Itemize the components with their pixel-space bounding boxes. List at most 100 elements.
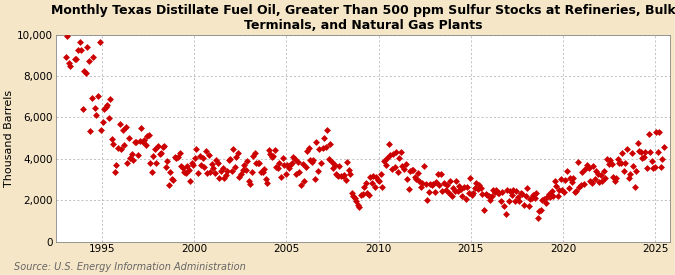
Point (441, 183, 452, 188)
Point (65, 64, 76, 68)
Point (468, 191, 479, 196)
Point (562, 168, 572, 173)
Point (205, 170, 216, 174)
Point (529, 196, 540, 200)
Point (292, 160, 303, 164)
Point (240, 167, 251, 172)
Point (546, 189, 557, 194)
Point (617, 150, 628, 155)
Point (130, 140, 140, 145)
Point (268, 154, 279, 158)
Point (606, 162, 617, 166)
Point (371, 175, 382, 179)
Point (369, 185, 380, 189)
Point (505, 189, 516, 193)
Point (94, 40, 105, 44)
Point (125, 155, 136, 160)
Point (472, 187, 483, 191)
Point (417, 181, 428, 185)
Point (517, 192, 528, 196)
Point (552, 194, 563, 198)
Point (572, 160, 583, 164)
Point (463, 191, 474, 195)
Point (269, 147, 280, 152)
Point (192, 170, 203, 175)
Point (317, 146, 328, 150)
Point (239, 163, 250, 167)
Point (305, 158, 316, 163)
Point (316, 161, 327, 166)
Point (412, 171, 423, 176)
Point (70, 57, 80, 62)
Point (649, 165, 660, 169)
Point (288, 155, 299, 160)
Point (494, 191, 505, 196)
Point (471, 180, 482, 185)
Point (300, 165, 311, 169)
Point (265, 152, 275, 156)
Point (188, 163, 198, 167)
Point (603, 162, 614, 166)
Point (434, 183, 445, 187)
Point (213, 161, 223, 165)
Point (568, 175, 578, 180)
Point (423, 190, 434, 194)
Point (589, 177, 600, 181)
Point (397, 164, 408, 168)
Point (352, 203, 363, 208)
Point (451, 179, 462, 183)
Point (66, 0, 77, 1)
Point (257, 169, 268, 174)
Point (379, 159, 389, 163)
Point (346, 191, 357, 196)
Point (483, 194, 494, 198)
Point (311, 140, 322, 144)
Point (410, 175, 421, 180)
Point (540, 201, 551, 205)
Point (392, 170, 403, 175)
Point (209, 171, 220, 175)
Point (651, 130, 661, 134)
Point (132, 153, 143, 157)
Title: Monthly Texas Distillate Fuel Oil, Greater Than 500 ppm Sulfur Stocks at Refiner: Monthly Texas Distillate Fuel Oil, Great… (51, 4, 675, 32)
Point (556, 177, 566, 181)
Point (351, 199, 362, 203)
Point (114, 122, 125, 127)
Point (643, 132, 654, 136)
Point (411, 177, 422, 182)
Point (416, 185, 427, 189)
Point (462, 185, 472, 189)
Point (460, 196, 471, 201)
Point (198, 164, 209, 169)
Point (149, 147, 160, 151)
Point (256, 169, 267, 174)
Point (231, 155, 242, 159)
Point (298, 179, 309, 183)
Point (391, 150, 402, 154)
Point (591, 168, 601, 173)
Point (569, 189, 580, 194)
Point (111, 163, 122, 167)
Point (482, 192, 493, 197)
Point (140, 142, 151, 147)
Point (632, 140, 643, 145)
Point (518, 202, 529, 207)
Point (414, 179, 425, 183)
Point (350, 196, 360, 200)
Point (220, 173, 231, 177)
Point (96, 128, 107, 133)
Point (557, 188, 568, 192)
Point (576, 183, 587, 188)
Point (148, 154, 159, 159)
Point (399, 167, 410, 171)
Point (197, 156, 208, 160)
Point (443, 191, 454, 195)
Point (326, 160, 337, 164)
Point (356, 192, 367, 197)
Point (375, 172, 386, 176)
Point (319, 136, 329, 140)
Text: Source: U.S. Energy Information Administration: Source: U.S. Energy Information Administ… (14, 262, 245, 272)
Point (506, 193, 517, 197)
Point (280, 172, 291, 176)
Point (120, 125, 131, 129)
